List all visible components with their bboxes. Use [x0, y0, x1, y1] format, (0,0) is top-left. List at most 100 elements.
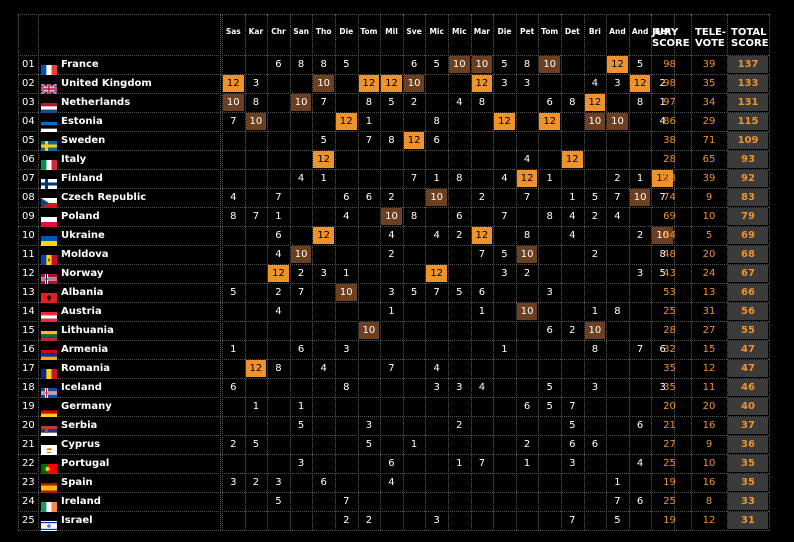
- rank-number: 14: [22, 305, 35, 317]
- televote-score: 29: [702, 115, 716, 127]
- total-score: 56: [728, 303, 768, 320]
- score-cell: 8: [523, 230, 531, 241]
- grid-line: [628, 14, 630, 530]
- score-cell: 2: [636, 230, 644, 241]
- de-flag-icon: [41, 402, 57, 417]
- score-cell: 10: [584, 113, 606, 130]
- total-score: 35: [728, 474, 768, 491]
- jury-score: 48: [663, 248, 676, 260]
- televote-score: 15: [702, 343, 716, 355]
- televote-score: 35: [702, 77, 716, 89]
- score-cell: 12: [336, 113, 357, 130]
- at-flag-icon: [41, 307, 57, 322]
- score-cell: 2: [275, 287, 282, 298]
- grid-line: [470, 14, 472, 530]
- score-cell: 6: [546, 325, 553, 336]
- score-cell: 7: [433, 287, 440, 298]
- score-cell: 1: [433, 173, 440, 184]
- summary-header: JURY SCORE: [652, 27, 695, 49]
- rank-number: 19: [22, 400, 35, 412]
- country-name: Cyprus: [61, 438, 101, 450]
- country-name: Norway: [61, 267, 104, 279]
- summary-header-line2: SCORE: [731, 38, 769, 49]
- summary-header: TOTAL SCORE: [731, 27, 773, 49]
- grid-line: [18, 55, 769, 56]
- score-cell: 3: [252, 78, 260, 89]
- score-cell: 4: [569, 230, 576, 241]
- grid-line: [18, 435, 769, 436]
- column-header: Die: [339, 27, 354, 36]
- column-header: Det: [564, 27, 580, 36]
- score-cell: 10: [403, 75, 425, 92]
- grid-line: [222, 14, 223, 530]
- score-cell: 7: [388, 363, 395, 374]
- total-score: 69: [728, 227, 768, 244]
- score-cell: 10: [516, 246, 538, 263]
- al-flag-icon: [41, 288, 57, 303]
- score-cell: 3: [636, 268, 644, 279]
- rank-number: 05: [22, 134, 35, 146]
- grid-line: [18, 131, 769, 132]
- score-cell: 6: [230, 382, 237, 393]
- score-cell: 12: [494, 113, 515, 130]
- score-cell: 4: [275, 249, 282, 260]
- country-name: Estonia: [61, 115, 103, 127]
- jury-score: 53: [663, 286, 676, 298]
- televote-score: 39: [702, 172, 716, 184]
- score-cell: 7: [614, 496, 621, 507]
- score-cell: 1: [636, 173, 644, 184]
- score-cell: 3: [230, 477, 237, 488]
- score-cell: 5: [388, 97, 395, 108]
- score-cell: 3: [546, 287, 553, 298]
- televote-score: 10: [702, 210, 716, 222]
- total-score: 40: [728, 398, 768, 415]
- score-cell: 7: [275, 192, 282, 203]
- score-cell: 6: [297, 344, 305, 355]
- score-cell: 1: [659, 97, 666, 108]
- grid-line: [18, 207, 769, 208]
- column-header: Chr: [271, 27, 286, 36]
- score-cell: 4: [501, 173, 508, 184]
- total-score: 131: [728, 94, 768, 111]
- score-cell: 3: [365, 420, 373, 431]
- score-cell: 6: [478, 287, 486, 298]
- is-flag-icon: [41, 383, 57, 398]
- grid-line: [18, 397, 769, 398]
- total-score: 137: [728, 56, 768, 73]
- rank-number: 22: [22, 457, 35, 469]
- score-cell: 2: [230, 439, 237, 450]
- total-score: 35: [728, 455, 768, 472]
- score-cell: 1: [343, 268, 350, 279]
- score-cell: 5: [252, 439, 260, 450]
- score-cell: 8: [569, 97, 576, 108]
- score-cell: 8: [433, 116, 440, 127]
- score-cell: 3: [501, 78, 508, 89]
- cz-flag-icon: [41, 193, 57, 208]
- score-cell: 5: [343, 59, 350, 70]
- country-name: Iceland: [61, 381, 102, 393]
- score-cell: 5: [546, 382, 553, 393]
- jury-score: 98: [663, 58, 676, 70]
- score-cell: 2: [252, 477, 260, 488]
- score-cell: 8: [252, 97, 260, 108]
- score-cell: 10: [629, 189, 651, 206]
- score-cell: 10: [290, 94, 312, 111]
- televote-score: 20: [702, 248, 716, 260]
- rank-number: 02: [22, 77, 35, 89]
- jury-score: 43: [663, 267, 676, 279]
- total-score: 37: [728, 417, 768, 434]
- score-cell: 2: [659, 78, 666, 89]
- jury-score: 35: [663, 362, 676, 374]
- score-cell: 12: [313, 227, 334, 244]
- score-cell: 6: [456, 211, 463, 222]
- jury-score: 64: [663, 229, 676, 241]
- televote-score: 31: [702, 305, 716, 317]
- column-header: Bri: [588, 27, 601, 36]
- score-cell: 2: [365, 515, 373, 526]
- televote-score: 12: [702, 362, 716, 374]
- column-header: Kar: [248, 27, 264, 36]
- grid-line: [425, 14, 427, 530]
- grid-line: [289, 14, 291, 530]
- televote-score: 65: [702, 153, 716, 165]
